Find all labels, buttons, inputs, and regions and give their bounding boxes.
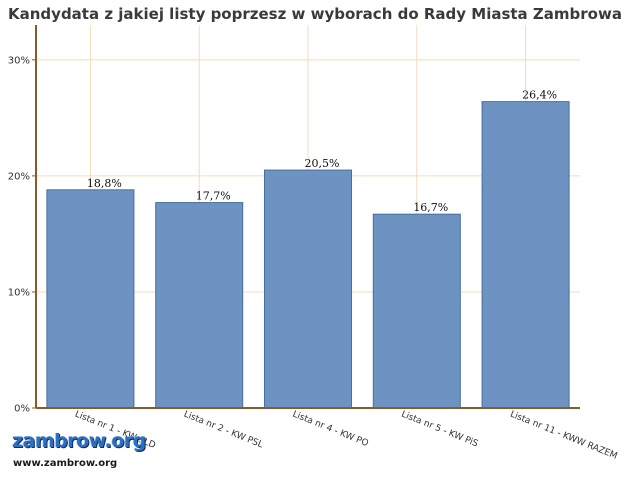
data-label: 18,8% [87,177,122,190]
x-tick-label: Lista nr 5 - KW PiS [400,410,480,450]
watermark: zambrow.org www.zambrow.org [10,430,146,474]
chart-title: Kandydata z jakiej listy poprzesz w wybo… [8,5,622,23]
axes [32,25,580,409]
y-tick-label: 10% [8,287,30,298]
y-tick-label: 0% [14,404,30,415]
y-tick-label: 20% [8,171,30,182]
data-label: 16,7% [413,201,448,214]
bar [155,202,244,409]
y-tick-label: 30% [8,55,30,66]
data-labels: 18,8% 17,7% 20,5% 16,7% 26,4% [87,89,557,215]
bar [372,213,461,409]
x-tick-label: Lista nr 4 - KW PO [291,410,370,450]
bars [46,101,570,409]
data-label: 26,4% [522,89,557,102]
zambrow-logo: zambrow.org [12,430,146,452]
watermark-url: www.zambrow.org [13,458,118,469]
data-label: 17,7% [196,190,231,203]
x-tick-labels: Lista nr 1 - KW SLD Lista nr 2 - KW PSL Li… [73,410,618,462]
y-tick-labels: 0% 10% 20% 30% [8,55,30,414]
bar [481,101,570,409]
data-label: 20,5% [305,157,340,170]
x-tick-label: Lista nr 2 - KW PSL [182,410,264,451]
x-tick-label: Lista nr 11 - KWW RAZEM [508,410,618,462]
bar [46,189,135,409]
bar [263,169,353,409]
